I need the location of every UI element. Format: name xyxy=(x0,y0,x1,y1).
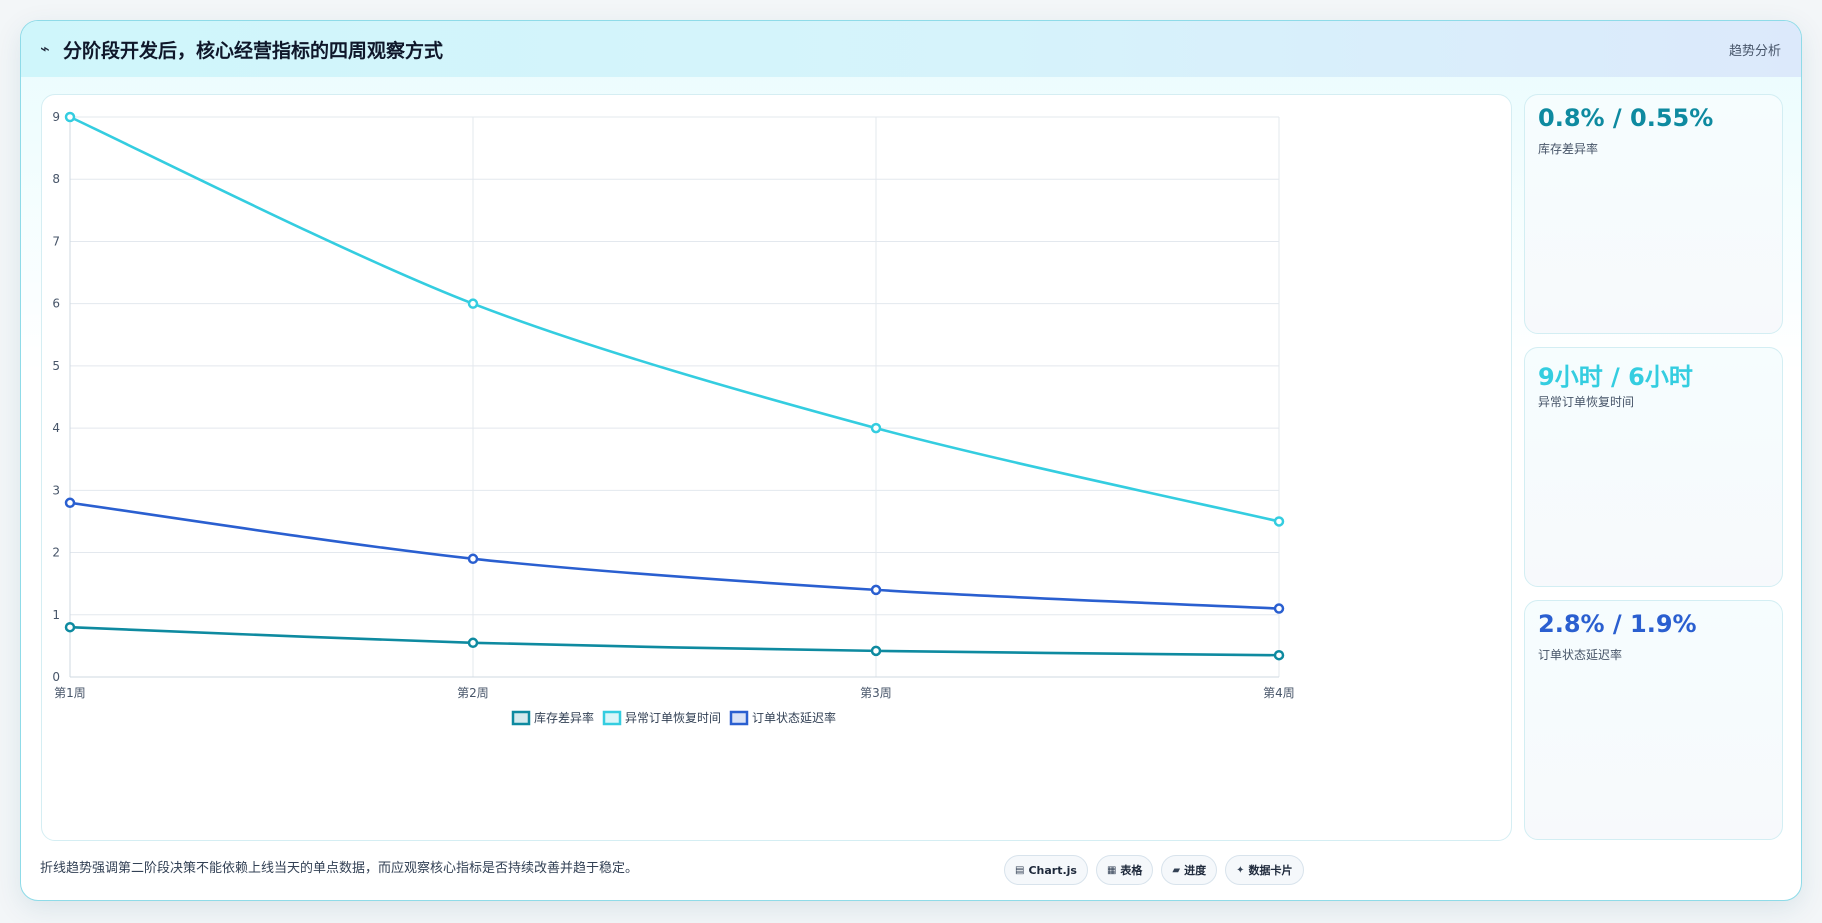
metric-card-delay-rate: 2.8% / 1.9% 订单状态延迟率 xyxy=(1524,600,1783,840)
legend-swatch xyxy=(729,710,749,726)
metric-card-recovery-time: 9小时 / 6小时 异常订单恢复时间 xyxy=(1524,347,1783,587)
footer-note: 折线趋势强调第二阶段决策不能依赖上线当天的单点数据，而应观察核心指标是否持续改善… xyxy=(40,861,639,876)
table-icon: ▦ xyxy=(1106,864,1117,876)
legend-label: 订单状态延迟率 xyxy=(752,710,836,725)
chartjs-pill[interactable]: ▤ Chart.js xyxy=(1004,855,1088,885)
data-point xyxy=(467,298,479,309)
series-line xyxy=(69,115,1280,523)
metric-card-value: 2.8% / 1.9% xyxy=(1538,610,1697,638)
data-point xyxy=(64,621,76,633)
legend-label: 库存差异率 xyxy=(534,710,594,725)
panel-title: 分阶段开发后，核心经营指标的四周观察方式 xyxy=(63,40,444,62)
data-point xyxy=(870,422,882,434)
trend-analysis-tag: 趋势分析 xyxy=(1728,44,1781,59)
y-tick-label: 3 xyxy=(52,483,60,497)
data-point xyxy=(1273,516,1285,527)
data-point xyxy=(870,584,882,596)
legend-swatch xyxy=(511,710,531,726)
x-tick-label: 第1周 xyxy=(54,686,86,700)
data-point xyxy=(467,637,479,649)
y-tick-label: 1 xyxy=(52,608,60,622)
metric-card-value: 0.8% / 0.55% xyxy=(1538,104,1714,132)
trend-panel: ⌁ 分阶段开发后，核心经营指标的四周观察方式 趋势分析 0 1 2 3 4 5 6 7 8 9 第1… xyxy=(20,20,1802,901)
y-tick-label: 4 xyxy=(52,421,60,435)
metric-card-label: 库存差异率 xyxy=(1538,142,1599,156)
y-tick-label: 9 xyxy=(52,110,60,124)
pill-label: Chart.js xyxy=(1028,863,1077,877)
x-tick-label: 第3周 xyxy=(860,686,892,700)
data-card-icon: ✦ xyxy=(1236,864,1245,876)
x-tick-label: 第4周 xyxy=(1263,686,1295,700)
y-tick-label: 0 xyxy=(52,670,60,684)
panel-header: ⌁ 分阶段开发后，核心经营指标的四周观察方式 趋势分析 xyxy=(21,21,1801,77)
data-point xyxy=(467,553,479,565)
data-point xyxy=(1273,603,1285,614)
pill-label: 数据卡片 xyxy=(1248,864,1293,877)
x-tick-label: 第2周 xyxy=(457,686,489,700)
metric-card-label: 异常订单恢复时间 xyxy=(1538,395,1635,409)
y-tick-label: 8 xyxy=(52,172,60,186)
data-point xyxy=(870,645,882,657)
metric-card-inventory: 0.8% / 0.55% 库存差异率 xyxy=(1524,94,1783,334)
pill-label: 表格 xyxy=(1120,864,1143,877)
metric-card-value: 9小时 / 6小时 xyxy=(1538,363,1693,391)
y-tick-label: 7 xyxy=(52,234,60,248)
progress-icon: ▰ xyxy=(1172,864,1181,876)
series-line xyxy=(69,501,1280,610)
legend-label: 异常订单恢复时间 xyxy=(625,711,721,725)
pill-label: 进度 xyxy=(1184,864,1207,877)
trend-icon: ⌁ xyxy=(40,39,50,58)
y-tick-label: 5 xyxy=(52,359,60,373)
progress-pill[interactable]: ▰ 进度 xyxy=(1161,855,1218,885)
data-card-pill[interactable]: ✦ 数据卡片 xyxy=(1225,855,1304,885)
data-point xyxy=(1273,649,1285,661)
chart-icon: ▤ xyxy=(1015,864,1025,876)
data-point xyxy=(64,497,76,509)
legend-swatch xyxy=(602,710,622,726)
line-chart-card: 0 1 2 3 4 5 6 7 8 9 第1周 第2周 第3周 第4周库存差异率 异常订单恢复时间 订单状态延… xyxy=(41,94,1512,841)
y-tick-label: 2 xyxy=(52,546,60,560)
series-line xyxy=(69,625,1280,657)
table-pill[interactable]: ▦ 表格 xyxy=(1095,855,1154,885)
metric-card-label: 订单状态延迟率 xyxy=(1538,648,1623,662)
view-mode-pills: ▤ Chart.js ▦ 表格 ▰ 进度 ✦ 数据卡片 xyxy=(1004,855,1304,885)
y-tick-label: 6 xyxy=(52,297,60,311)
data-point xyxy=(64,111,76,123)
